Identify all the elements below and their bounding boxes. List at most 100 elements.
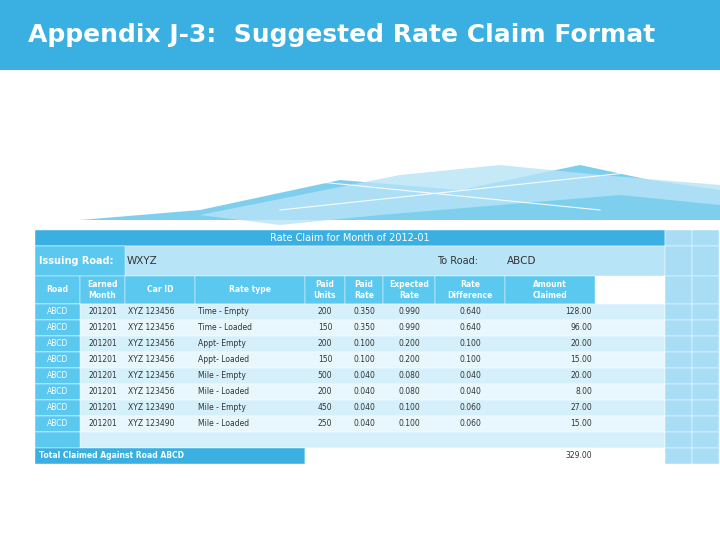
- Text: XYZ 123456: XYZ 123456: [128, 372, 174, 381]
- Text: 0.100: 0.100: [398, 403, 420, 413]
- Text: 0.990: 0.990: [398, 323, 420, 333]
- Text: 8.00: 8.00: [575, 388, 592, 396]
- Text: 201201: 201201: [88, 420, 117, 429]
- Text: ABCD: ABCD: [47, 372, 68, 381]
- Text: 201201: 201201: [88, 388, 117, 396]
- Text: 250: 250: [318, 420, 332, 429]
- Bar: [80, 276, 125, 304]
- Text: ABCD: ABCD: [47, 420, 68, 429]
- Bar: [665, 384, 692, 400]
- Text: 0.990: 0.990: [398, 307, 420, 316]
- Text: ABCD: ABCD: [507, 256, 536, 266]
- Bar: [35, 384, 665, 400]
- Text: 96.00: 96.00: [570, 323, 592, 333]
- Bar: [0, 0, 720, 70]
- Text: 15.00: 15.00: [570, 420, 592, 429]
- Text: 0.200: 0.200: [398, 355, 420, 364]
- Bar: [35, 352, 665, 368]
- Bar: [505, 276, 595, 304]
- Text: 27.00: 27.00: [570, 403, 592, 413]
- Bar: [665, 246, 692, 276]
- Text: 150: 150: [318, 323, 332, 333]
- Bar: [35, 448, 305, 464]
- Text: Road: Road: [47, 286, 68, 294]
- Bar: [692, 448, 719, 464]
- Bar: [305, 448, 595, 464]
- Bar: [35, 246, 665, 276]
- Text: 450: 450: [318, 403, 333, 413]
- Text: 150: 150: [318, 355, 332, 364]
- Text: Total Claimed Against Road ABCD: Total Claimed Against Road ABCD: [39, 451, 184, 461]
- Text: Rate type: Rate type: [229, 286, 271, 294]
- Text: 0.100: 0.100: [459, 340, 481, 348]
- Bar: [692, 276, 719, 304]
- Bar: [195, 276, 305, 304]
- Text: XYZ 123456: XYZ 123456: [128, 307, 174, 316]
- Text: Rate
Difference: Rate Difference: [447, 280, 492, 300]
- Bar: [692, 432, 719, 448]
- Text: 200: 200: [318, 340, 332, 348]
- Text: 0.060: 0.060: [459, 420, 481, 429]
- Text: 0.040: 0.040: [459, 372, 481, 381]
- Text: XYZ 123456: XYZ 123456: [128, 340, 174, 348]
- Bar: [35, 276, 80, 304]
- Bar: [35, 400, 665, 416]
- Bar: [665, 416, 692, 432]
- Bar: [35, 304, 80, 320]
- Bar: [35, 230, 665, 246]
- Text: Expected
Rate: Expected Rate: [389, 280, 429, 300]
- Text: 0.040: 0.040: [353, 388, 375, 396]
- Bar: [692, 336, 719, 352]
- Text: Mile - Empty: Mile - Empty: [198, 403, 246, 413]
- Text: Time - Loaded: Time - Loaded: [198, 323, 252, 333]
- Text: 201201: 201201: [88, 355, 117, 364]
- Bar: [345, 276, 383, 304]
- Bar: [665, 432, 692, 448]
- Polygon shape: [200, 165, 720, 225]
- Text: 0.100: 0.100: [459, 355, 481, 364]
- Text: 201201: 201201: [88, 372, 117, 381]
- Bar: [665, 448, 692, 464]
- Text: ABCD: ABCD: [47, 307, 68, 316]
- Text: 15.00: 15.00: [570, 355, 592, 364]
- Text: XYZ 123456: XYZ 123456: [128, 355, 174, 364]
- Text: 0.100: 0.100: [353, 355, 375, 364]
- Text: 0.100: 0.100: [353, 340, 375, 348]
- Text: ABCD: ABCD: [47, 355, 68, 364]
- Text: Rate Claim for Month of 2012-01: Rate Claim for Month of 2012-01: [270, 233, 430, 243]
- Bar: [692, 384, 719, 400]
- Text: 0.080: 0.080: [398, 388, 420, 396]
- Text: XYZ 123456: XYZ 123456: [128, 388, 174, 396]
- Text: 0.640: 0.640: [459, 323, 481, 333]
- Text: 200: 200: [318, 388, 332, 396]
- Text: ABCD: ABCD: [47, 388, 68, 396]
- Bar: [305, 276, 345, 304]
- Text: XYZ 123490: XYZ 123490: [128, 403, 174, 413]
- Text: 201201: 201201: [88, 403, 117, 413]
- Bar: [692, 368, 719, 384]
- Bar: [35, 336, 80, 352]
- Text: 200: 200: [318, 307, 332, 316]
- Text: Mile - Loaded: Mile - Loaded: [198, 420, 249, 429]
- Bar: [692, 246, 719, 276]
- Text: Earned
Month: Earned Month: [87, 280, 118, 300]
- Bar: [35, 352, 80, 368]
- Bar: [665, 352, 692, 368]
- Text: XYZ 123456: XYZ 123456: [128, 323, 174, 333]
- Bar: [35, 320, 665, 336]
- Text: 20.00: 20.00: [570, 372, 592, 381]
- Text: Appt- Loaded: Appt- Loaded: [198, 355, 249, 364]
- Bar: [35, 432, 80, 448]
- Text: 0.350: 0.350: [353, 323, 375, 333]
- Text: 128.00: 128.00: [566, 307, 592, 316]
- Bar: [692, 416, 719, 432]
- Text: ABCD: ABCD: [47, 323, 68, 333]
- Text: 201201: 201201: [88, 323, 117, 333]
- Bar: [383, 276, 435, 304]
- Bar: [125, 276, 195, 304]
- Bar: [35, 416, 665, 432]
- Text: Paid
Rate: Paid Rate: [354, 280, 374, 300]
- Text: 201201: 201201: [88, 307, 117, 316]
- Text: 0.100: 0.100: [398, 420, 420, 429]
- Bar: [35, 416, 80, 432]
